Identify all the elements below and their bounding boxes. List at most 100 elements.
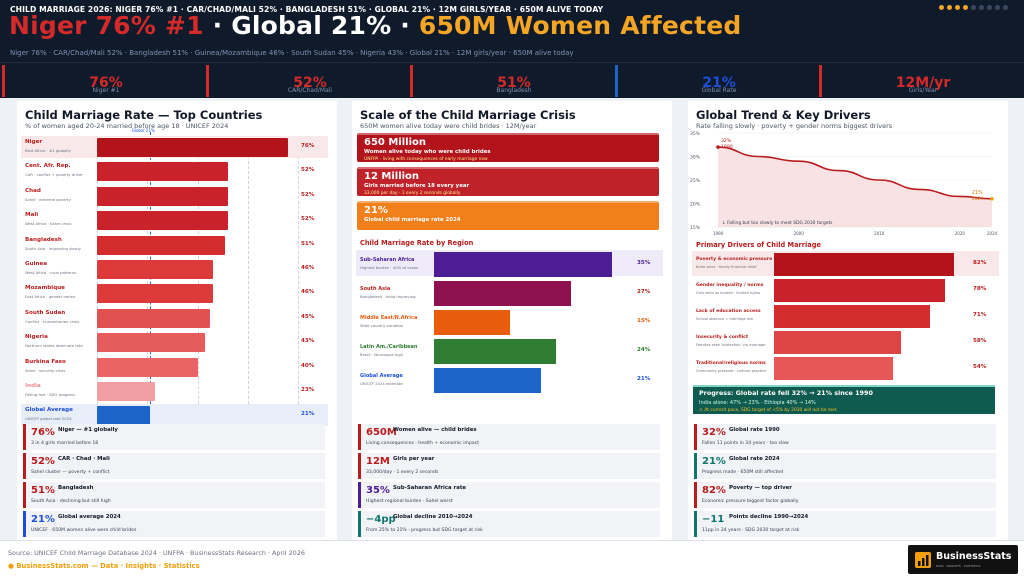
card-title: Bangladesh xyxy=(58,485,94,491)
trend-start-point xyxy=(716,145,720,149)
country-value-label: 52% xyxy=(301,167,315,174)
stat-label: Global child marriage rate 2024 xyxy=(364,217,461,223)
card-title: Girls per year xyxy=(393,456,435,462)
footer: Source: UNICEF Child Marriage Database 2… xyxy=(0,540,1024,576)
panel-subtitle: % of women aged 20-24 married before age… xyxy=(25,122,229,130)
kpi-label: CAR/Chad/Mali xyxy=(287,87,333,94)
driver-note: School absence = marriage risk xyxy=(696,317,754,321)
country-note: South Asia · improving slowly xyxy=(25,245,81,251)
x-tick-label: 1990 xyxy=(713,231,724,236)
country-value-label: 52% xyxy=(301,191,315,198)
trend-area-chart: 35%30%25%20%15%1990 2000 2010 2020 202432%19… xyxy=(690,131,998,236)
x-tick-label: 2010 xyxy=(874,231,885,236)
card-description: 11pp in 34 years · SDG 2030 target at ri… xyxy=(702,528,800,533)
driver-note: Families seek 'protection' via marriage xyxy=(696,343,766,347)
insight-card: 76% Niger — #1 globally 3 in 4 girls marri… xyxy=(23,424,325,450)
stat-label: Girls married before 18 every year xyxy=(364,183,470,189)
stat-value: 21% xyxy=(364,205,388,216)
country-bar xyxy=(97,138,288,157)
country-note: West Africa · rural patterns xyxy=(25,270,77,275)
country-row: Cent. Afr. Rep. CAR · conflict + poverty … xyxy=(21,160,328,182)
country-name: India xyxy=(25,383,41,389)
insight-card: 52% CAR · Chad · Mali Sahel cluster — pove… xyxy=(23,453,325,479)
progress-line: India alone: 47% → 23% · Ethiopia 40% → … xyxy=(699,400,816,406)
region-bar xyxy=(434,281,572,306)
driver-bar xyxy=(774,331,902,354)
footer-site-text: BusinessStats.com — Data · Insights · St… xyxy=(16,562,200,570)
card-value: 21% xyxy=(31,514,55,525)
y-tick-label: 20% xyxy=(690,202,701,208)
country-row: Bangladesh South Asia · improving slowly 5… xyxy=(21,234,328,256)
region-row: Latin Am./Caribbean Brazil · Nicaragua hi… xyxy=(356,337,663,364)
headline-niger: Niger 76% #1 xyxy=(9,11,204,40)
driver-row: Lack of education access School absence =… xyxy=(692,303,999,328)
card-description: UNICEF · 650M women alive were child bri… xyxy=(31,528,137,533)
country-row: Burkina Faso Sahel · security crisis 40% xyxy=(21,356,328,378)
country-note: Conflict · humanitarian crisis xyxy=(25,318,80,324)
region-note: Brazil · Nicaragua high xyxy=(360,352,404,357)
card-title: Global rate 2024 xyxy=(729,456,780,462)
card-value: 76% xyxy=(31,427,55,438)
country-name: Mali xyxy=(25,212,39,219)
country-note: West Africa · Sahel crisis xyxy=(25,221,72,227)
headline-separator: · xyxy=(203,11,232,40)
country-bar xyxy=(97,382,155,401)
stat-box: 650 Million Women alive today who were ch… xyxy=(357,133,659,162)
driver-row: Traditional/religious norms Community pre… xyxy=(692,355,999,380)
trend-start-year: 1990 xyxy=(721,144,733,150)
driver-row: Poverty & economic pressure Bride price ·… xyxy=(692,251,999,276)
country-note: CAR · conflict + poverty driver xyxy=(25,172,83,178)
page-dot xyxy=(995,5,1000,10)
card-title: CAR · Chad · Mali xyxy=(58,456,110,462)
country-value-label: 52% xyxy=(301,216,315,223)
region-row: Middle East/N.Africa Wide country variati… xyxy=(356,308,663,335)
bar-chart-icon xyxy=(915,552,931,568)
country-name: Niger xyxy=(25,139,43,145)
driver-value-label: 82% xyxy=(973,260,987,266)
country-name: Nigeria xyxy=(25,334,48,341)
gridline xyxy=(247,136,249,429)
footer-source: Source: UNICEF Child Marriage Database 2… xyxy=(8,549,305,557)
page-dot xyxy=(955,5,960,10)
x-tick-label: 2024 xyxy=(987,231,998,236)
kpi-strip: 76% Niger #1 52% CAR/Chad/Mali 51% Banglade… xyxy=(0,62,1024,98)
card-title: Global average 2024 xyxy=(58,514,121,520)
country-value-label: 43% xyxy=(301,338,315,345)
region-bar xyxy=(434,310,511,335)
driver-name: Gender inequality / norms xyxy=(696,283,764,288)
page-dot xyxy=(939,5,944,10)
country-value-label: 76% xyxy=(301,143,315,149)
country-note: Sahel · extreme poverty xyxy=(25,196,71,202)
stat-box: 21% Global child marriage rate 2024 xyxy=(357,201,659,230)
gridline xyxy=(97,136,98,429)
kpi-label: Niger #1 xyxy=(92,87,120,94)
region-note: Highest burden · 40% of cases xyxy=(360,265,419,270)
logo: BusinessStats DATA · INSIGHTS · STATISTI… xyxy=(908,545,1018,574)
panel-subtitle: Rate falling slowly · poverty + gender n… xyxy=(696,122,893,130)
global-reference-line xyxy=(149,132,151,429)
driver-note: Girls seen as burden · limited rights xyxy=(696,291,761,295)
driver-bar xyxy=(774,279,946,302)
insight-card: 35% Sub-Saharan Africa rate Highest region… xyxy=(358,482,660,508)
trend-start-label: 32% xyxy=(721,138,732,144)
card-title: Global decline 2010→2024 xyxy=(393,514,473,520)
country-note: Northern states dominate rate xyxy=(25,343,83,349)
country-row: Mali West Africa · Sahel crisis 52% xyxy=(21,209,328,231)
country-row: Nigeria Northern states dominate rate 43% xyxy=(21,331,328,353)
card-description: 3 in 4 girls married before 18 xyxy=(31,441,99,446)
country-name: Chad xyxy=(25,187,41,194)
region-row: South Asia Bangladesh · India improving 27… xyxy=(356,279,663,306)
kpi-niger: 76% Niger #1 xyxy=(2,65,207,97)
region-bar xyxy=(434,252,612,277)
kpi-global: 21% Global Rate xyxy=(615,65,820,97)
driver-name: Lack of education access xyxy=(696,309,761,314)
region-bar xyxy=(434,339,557,364)
card-value: 21% xyxy=(702,456,726,467)
country-value-label: 51% xyxy=(301,240,315,247)
country-bar xyxy=(97,333,206,353)
kpi-bangladesh: 51% Bangladesh xyxy=(410,65,615,97)
footer-site-link[interactable]: ● BusinessStats.com — Data · Insights · … xyxy=(8,562,200,570)
country-row: Global Average UNICEF global rate 2024 21% xyxy=(21,404,328,427)
kpi-label: Bangladesh xyxy=(496,87,532,94)
card-description: Highest regional burden · Sahel worst xyxy=(366,499,453,504)
